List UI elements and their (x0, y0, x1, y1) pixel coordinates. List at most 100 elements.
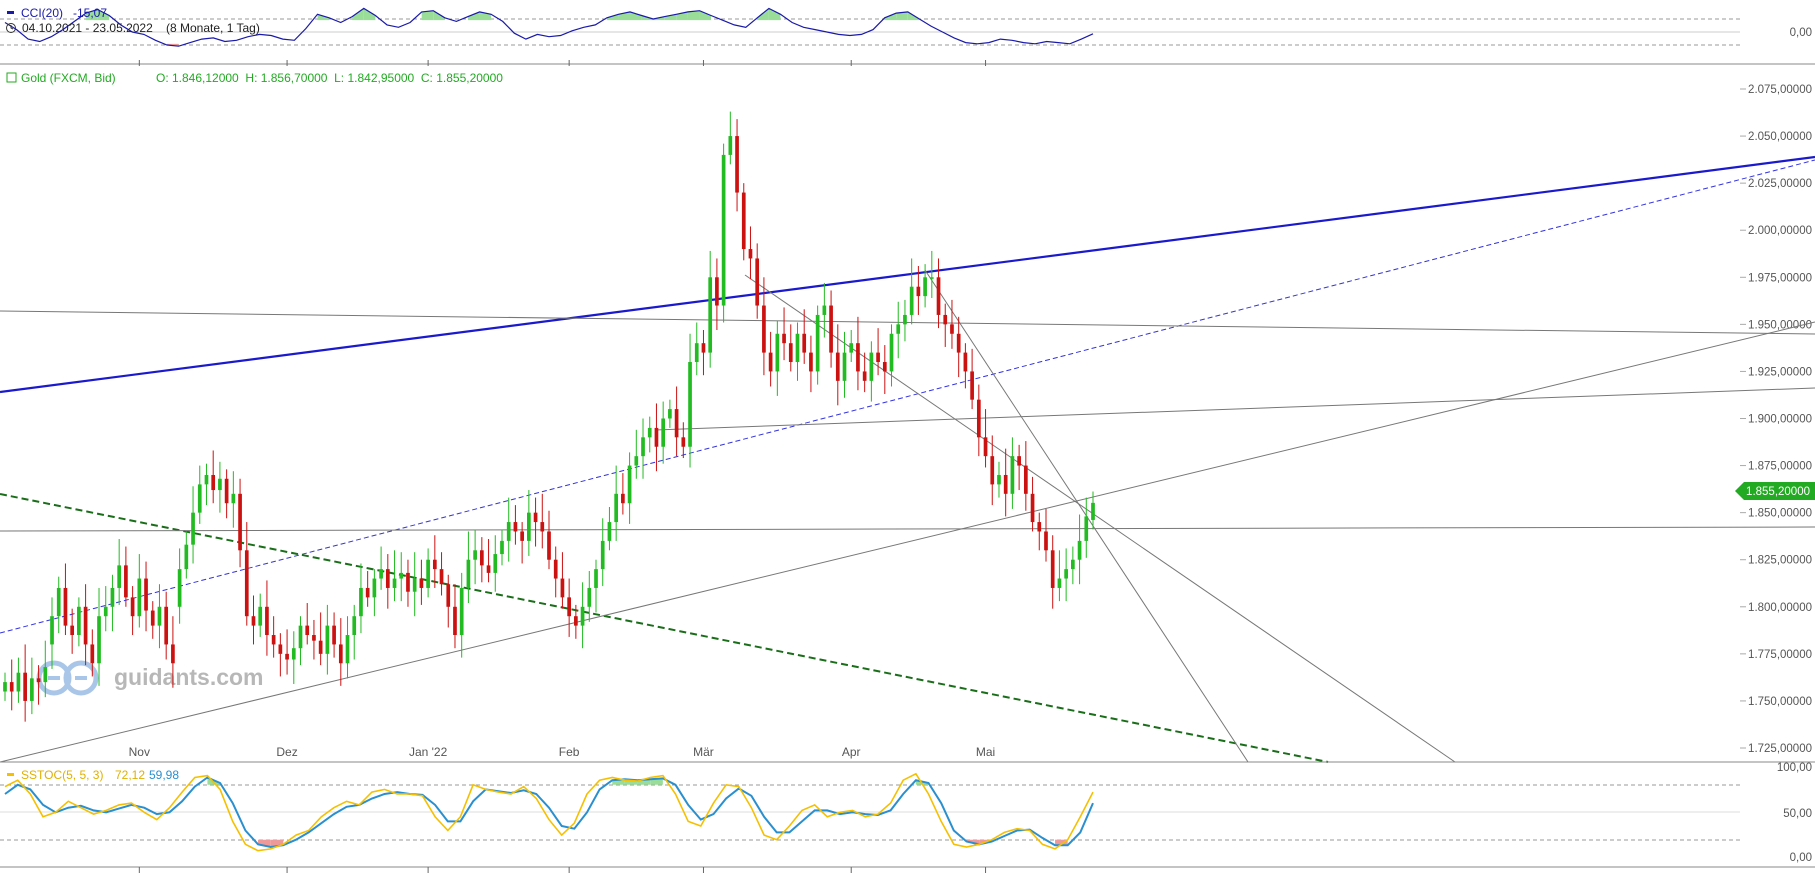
candle-body (950, 324, 954, 334)
candle-body (1091, 502, 1095, 520)
candle-body (211, 474, 216, 491)
candle (1023, 441, 1028, 511)
candle (909, 258, 914, 325)
candle-body (527, 512, 531, 541)
candle (701, 330, 706, 376)
cci-overbought-fill (363, 8, 376, 21)
month-label: Apr (842, 745, 861, 759)
candle-body (674, 409, 679, 438)
candle (721, 143, 726, 323)
candle (775, 320, 780, 396)
candle-body (372, 578, 377, 598)
candle (1050, 535, 1055, 609)
candle (63, 563, 68, 636)
candle (983, 409, 988, 468)
candle (862, 352, 867, 393)
candle (876, 328, 880, 376)
candle (258, 593, 263, 637)
candle (493, 535, 498, 592)
candle (755, 243, 760, 319)
y-tick-label: 2.000,00000 (1748, 225, 1812, 237)
candle-body (990, 456, 995, 485)
month-label: Feb (559, 745, 580, 759)
y-tick-label: 1.925,00000 (1748, 366, 1812, 378)
candle (506, 497, 511, 562)
candle (70, 608, 75, 654)
y-tick-label: 2.025,00000 (1748, 178, 1812, 190)
candle (694, 322, 699, 376)
bottom-axis-ticks (138, 60, 987, 873)
candle (647, 416, 652, 453)
candle (379, 546, 383, 590)
horizontal-line-lower (0, 526, 1815, 532)
candle (117, 539, 122, 605)
candle-body (392, 578, 397, 588)
candle (439, 552, 444, 596)
candle-body (197, 484, 202, 513)
candle (950, 299, 954, 349)
stoch-oversold-fill (258, 839, 271, 848)
candle-body (177, 569, 182, 607)
candle-body (1084, 516, 1089, 541)
candle-body (332, 625, 336, 645)
candle-body (775, 333, 780, 372)
candle-body (1023, 465, 1028, 494)
candle (654, 403, 659, 472)
candle-body (473, 550, 477, 560)
candle-body (889, 333, 894, 372)
candle (822, 282, 827, 338)
cci-overbought-fill (467, 11, 480, 21)
y-tick-label: 1.875,00000 (1748, 461, 1812, 473)
candle (829, 290, 833, 368)
candle (352, 604, 357, 660)
trendline-blue-solid (0, 155, 1815, 394)
candle (741, 183, 746, 261)
candle-body (835, 352, 840, 381)
candle-body (338, 644, 343, 664)
horizontal-line-upper (0, 310, 1815, 335)
candle (634, 429, 639, 479)
last-price-tag: 1.855,20000 (1735, 482, 1815, 500)
candle-body (929, 277, 934, 279)
candle-body (654, 427, 659, 447)
candle-body (896, 324, 901, 334)
candle (486, 539, 491, 583)
candle-body (318, 640, 323, 654)
candle (231, 471, 236, 528)
candle-body (43, 667, 48, 683)
trend-lines (0, 155, 1815, 763)
candle-body (291, 648, 296, 660)
candle (479, 537, 484, 583)
candle (896, 301, 901, 359)
candle-body (412, 578, 417, 592)
candle-body (1030, 493, 1035, 523)
candle (3, 672, 7, 701)
candle (16, 657, 21, 703)
candle-body (231, 493, 236, 504)
candle (1091, 491, 1095, 530)
candle-body (862, 371, 867, 381)
candle (500, 529, 504, 566)
candle-body (500, 540, 504, 555)
cci-value: -15,07 (73, 6, 107, 20)
candle-body (312, 635, 316, 641)
candle (762, 277, 766, 376)
candle-body (103, 606, 108, 617)
candle-body (728, 136, 733, 155)
candle (124, 546, 128, 607)
candle (782, 307, 786, 361)
candle (365, 571, 370, 607)
cci-legend-marker (7, 11, 14, 14)
candle (224, 469, 229, 519)
candle-body (110, 587, 115, 607)
candle (943, 303, 948, 347)
y-tick-label: 1.725,00000 (1748, 743, 1812, 755)
cci-label: CCI(20) (21, 6, 63, 20)
candle-body (258, 606, 263, 626)
candle (627, 452, 632, 524)
cci-overbought-fill (664, 14, 677, 21)
candle-body (1044, 531, 1048, 551)
candle-body (30, 678, 34, 701)
date-range: 04.10.2021 - 23.05.2022 (22, 21, 153, 35)
candle-body (943, 314, 948, 325)
